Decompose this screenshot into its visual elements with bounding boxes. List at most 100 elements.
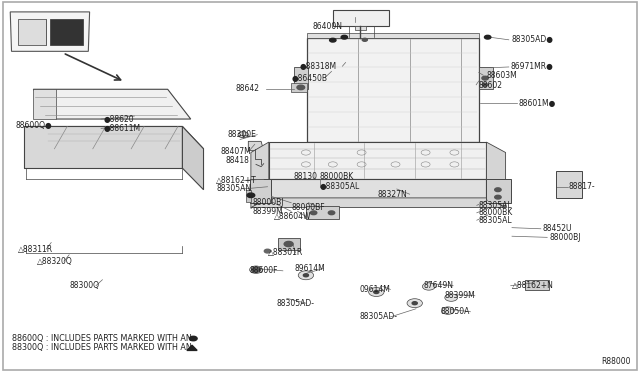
Text: 88300Q: 88300Q (69, 281, 99, 290)
Polygon shape (182, 126, 204, 190)
Text: 87649N: 87649N (424, 281, 454, 290)
Text: 88130: 88130 (293, 172, 317, 181)
Text: 88642: 88642 (236, 84, 260, 93)
Polygon shape (269, 179, 486, 198)
Polygon shape (269, 142, 486, 179)
Text: 88000BJ: 88000BJ (549, 233, 580, 242)
Text: 88050A: 88050A (440, 307, 470, 316)
Circle shape (284, 241, 293, 247)
Text: 88601M●: 88601M● (518, 99, 556, 108)
Text: 88407M: 88407M (220, 147, 251, 156)
Text: 86971MR●: 86971MR● (511, 62, 554, 71)
Circle shape (330, 38, 336, 42)
Text: 88600Q●: 88600Q● (16, 121, 52, 130)
Text: △88162+N: △88162+N (512, 281, 554, 290)
Polygon shape (18, 19, 46, 45)
Text: 09614M: 09614M (360, 285, 390, 294)
Text: R88000: R88000 (602, 357, 631, 366)
Text: ●86450B: ●86450B (291, 74, 327, 83)
Circle shape (407, 299, 422, 308)
Circle shape (482, 76, 488, 80)
Text: 88305AN: 88305AN (216, 185, 252, 193)
Text: 88305AD-: 88305AD- (360, 312, 397, 321)
Text: 88305AD●: 88305AD● (512, 35, 554, 44)
Text: 88600F: 88600F (250, 266, 278, 275)
Circle shape (297, 85, 305, 90)
Polygon shape (525, 280, 549, 290)
Text: ●88318M: ●88318M (300, 62, 337, 71)
Circle shape (374, 291, 379, 294)
Polygon shape (10, 12, 90, 51)
Text: 88000BK: 88000BK (320, 172, 355, 181)
Text: △88301R: △88301R (268, 248, 303, 257)
Polygon shape (307, 38, 479, 142)
Circle shape (412, 302, 417, 305)
Polygon shape (246, 190, 251, 202)
Circle shape (252, 267, 260, 272)
Text: 88452U: 88452U (543, 224, 572, 233)
Text: 88000BF: 88000BF (291, 203, 325, 212)
Circle shape (310, 211, 317, 215)
Text: ●88611M: ●88611M (104, 124, 141, 133)
Text: 88300E: 88300E (228, 130, 257, 139)
Circle shape (238, 132, 248, 138)
Polygon shape (291, 83, 307, 92)
Polygon shape (248, 141, 264, 151)
Text: △88604W: △88604W (274, 212, 312, 221)
Text: 86400N: 86400N (312, 22, 342, 31)
Circle shape (298, 271, 314, 280)
Polygon shape (24, 126, 204, 149)
Polygon shape (50, 19, 83, 45)
Text: 88418: 88418 (225, 156, 249, 165)
Circle shape (445, 294, 458, 301)
Text: 88600Q : INCLUDES PARTS MARKED WITH AN: 88600Q : INCLUDES PARTS MARKED WITH AN (12, 334, 191, 343)
Polygon shape (33, 89, 56, 119)
Polygon shape (333, 10, 389, 26)
Text: ●88620: ●88620 (104, 115, 134, 124)
Polygon shape (306, 206, 339, 219)
Circle shape (247, 193, 255, 198)
Text: △88320Q: △88320Q (37, 257, 73, 266)
Text: 88327N: 88327N (378, 190, 407, 199)
Text: 88399M: 88399M (445, 291, 476, 300)
Text: △88311R: △88311R (18, 245, 53, 254)
Polygon shape (307, 33, 479, 38)
Polygon shape (294, 67, 308, 89)
Polygon shape (33, 89, 191, 119)
Text: 88603M: 88603M (486, 71, 517, 80)
Text: 88817-: 88817- (568, 182, 595, 191)
Polygon shape (251, 198, 506, 208)
Text: 88305AL: 88305AL (479, 216, 513, 225)
Text: 89614M: 89614M (294, 264, 325, 273)
Polygon shape (479, 67, 493, 89)
Circle shape (189, 336, 197, 341)
Text: 88300Q : INCLUDES PARTS MARKED WITH AN: 88300Q : INCLUDES PARTS MARKED WITH AN (12, 343, 191, 352)
Circle shape (484, 35, 491, 39)
Text: 88000BK: 88000BK (479, 208, 513, 217)
Text: ●88305AL: ●88305AL (320, 182, 360, 191)
Polygon shape (486, 179, 511, 203)
Circle shape (495, 188, 501, 192)
Polygon shape (556, 171, 582, 198)
Circle shape (422, 283, 435, 290)
Text: 88602: 88602 (479, 81, 503, 90)
Circle shape (341, 35, 348, 39)
Circle shape (264, 249, 271, 253)
Polygon shape (24, 126, 182, 168)
Text: 88399M: 88399M (253, 207, 284, 216)
Polygon shape (486, 142, 506, 208)
Text: 88000BJ: 88000BJ (253, 198, 284, 207)
Polygon shape (251, 142, 269, 208)
Polygon shape (187, 345, 197, 350)
Text: 88305AL: 88305AL (479, 201, 513, 210)
Polygon shape (278, 238, 300, 250)
Circle shape (362, 38, 367, 41)
Circle shape (442, 307, 454, 314)
Polygon shape (250, 179, 271, 203)
Circle shape (303, 274, 308, 277)
Text: 88305AD-: 88305AD- (276, 299, 314, 308)
Circle shape (483, 83, 488, 86)
Circle shape (328, 211, 335, 215)
Text: △88162+T: △88162+T (216, 176, 257, 185)
Circle shape (495, 195, 501, 199)
